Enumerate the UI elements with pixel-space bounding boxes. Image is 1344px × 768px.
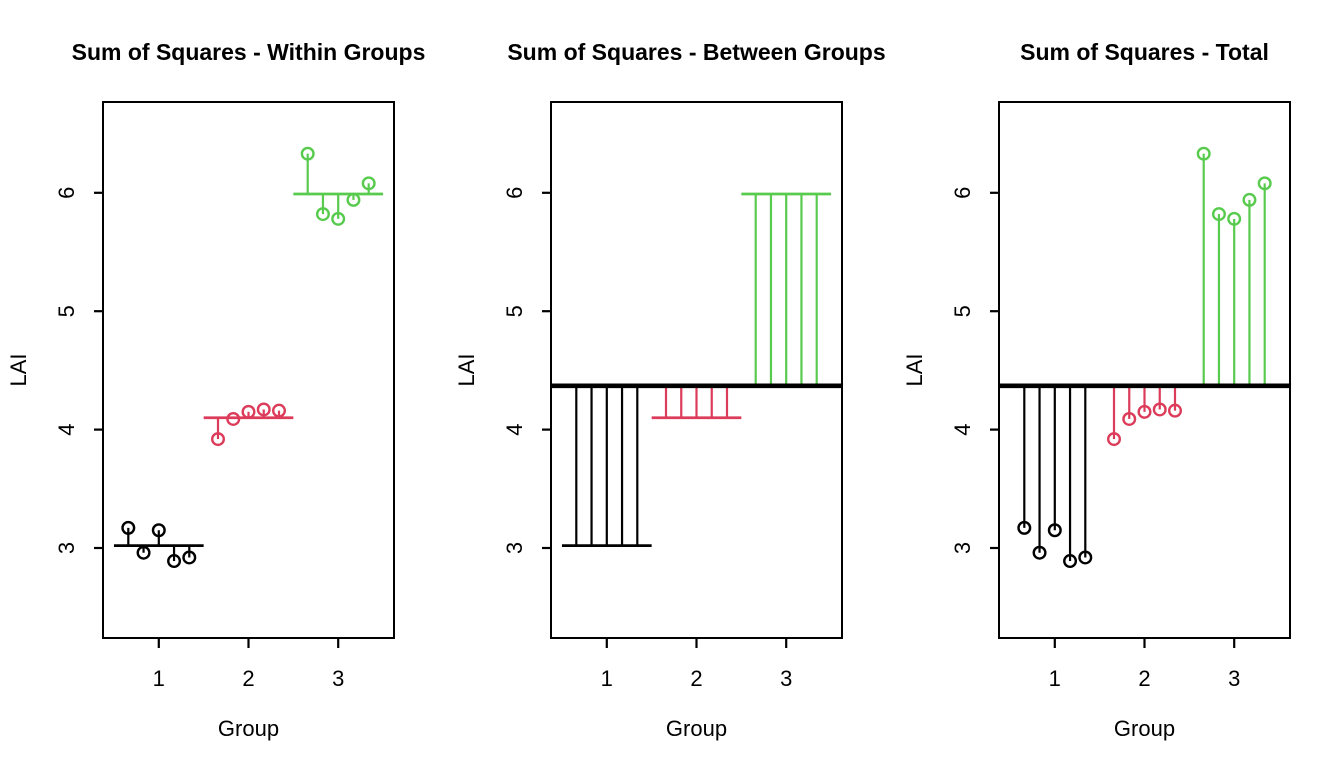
x-axis-label: Group	[666, 716, 727, 741]
panel-total: Sum of Squares - Total LAI Group 3 4 5 6 1 2 3	[902, 39, 1291, 741]
y-tick-label: 6	[950, 187, 975, 199]
data-point-marker	[241, 404, 256, 419]
x-tick-label: 2	[1138, 666, 1150, 691]
y-tick-label: 5	[950, 305, 975, 317]
data-point-marker	[1017, 520, 1032, 535]
data-point-marker	[1196, 146, 1211, 161]
data-point-marker	[167, 554, 182, 569]
data-point-marker	[1137, 404, 1152, 419]
data-point-marker	[136, 545, 151, 560]
data-point-marker	[1107, 432, 1122, 447]
x-tick-label: 1	[1049, 666, 1061, 691]
data-point-marker	[1152, 402, 1167, 417]
panel-title: Sum of Squares - Total	[1020, 39, 1269, 65]
data-point-marker	[1063, 554, 1078, 569]
y-axis-label: LAI	[454, 353, 479, 386]
plot-area-between: 3 4 5 6 1 2 3	[502, 101, 843, 691]
y-tick-label: 6	[502, 187, 527, 199]
x-tick-label: 1	[601, 666, 613, 691]
x-tick-label: 1	[153, 666, 165, 691]
data-point-marker	[151, 523, 166, 538]
data-point-marker	[1242, 192, 1257, 207]
y-tick-label: 4	[502, 423, 527, 435]
x-tick-label: 3	[332, 666, 344, 691]
data-point-marker	[1047, 523, 1062, 538]
y-tick-label: 4	[950, 423, 975, 435]
data-point-marker	[256, 402, 271, 417]
data-point-marker	[1257, 176, 1272, 191]
panel-between-groups: Sum of Squares - Between Groups LAI Grou…	[454, 39, 886, 741]
data-point-marker	[300, 146, 315, 161]
data-point-marker	[226, 411, 241, 426]
data-point-marker	[346, 192, 361, 207]
x-tick-label: 2	[690, 666, 702, 691]
plot-area-total: 3 4 5 6 1 2 3	[950, 101, 1291, 691]
x-tick-label: 3	[1228, 666, 1240, 691]
y-axis-label: LAI	[6, 353, 31, 386]
data-point-marker	[182, 550, 197, 565]
data-point-marker	[361, 176, 376, 191]
data-point-marker	[1078, 550, 1093, 565]
y-tick-label: 6	[54, 187, 79, 199]
y-tick-label: 4	[54, 423, 79, 435]
data-point-marker	[271, 403, 286, 418]
x-axis-label: Group	[218, 716, 279, 741]
x-tick-label: 2	[242, 666, 254, 691]
panel-title: Sum of Squares - Between Groups	[507, 39, 885, 65]
data-point-marker	[1211, 207, 1226, 222]
y-axis-label: LAI	[902, 353, 927, 386]
y-tick-label: 3	[54, 542, 79, 554]
y-tick-label: 3	[502, 542, 527, 554]
y-tick-label: 5	[54, 305, 79, 317]
y-tick-label: 3	[950, 542, 975, 554]
x-tick-label: 3	[780, 666, 792, 691]
data-point-marker	[331, 211, 346, 226]
data-point-marker	[1032, 545, 1047, 560]
plot-box	[550, 101, 843, 639]
data-point-marker	[315, 207, 330, 222]
x-axis-label: Group	[1114, 716, 1175, 741]
plot-area-within: 3 4 5 6 1 2 3	[54, 101, 395, 691]
data-point-marker	[1122, 411, 1137, 426]
data-point-marker	[211, 432, 226, 447]
data-point-marker	[1227, 211, 1242, 226]
panel-title: Sum of Squares - Within Groups	[72, 39, 426, 65]
data-point-marker	[121, 520, 136, 535]
panel-within-groups: Sum of Squares - Within Groups LAI Group…	[6, 39, 426, 741]
y-tick-label: 5	[502, 305, 527, 317]
data-point-marker	[1167, 403, 1182, 418]
